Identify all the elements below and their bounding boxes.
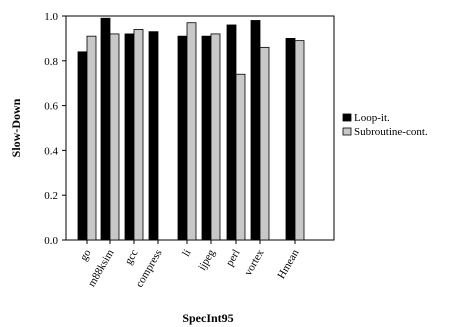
y-tick-label: 0.6	[44, 101, 58, 113]
bar-subroutine-cont-ijpeg	[210, 33, 221, 241]
legend-label-loop-it: Loop-it.	[354, 112, 390, 124]
bar-loop-it-compress	[148, 31, 159, 241]
bar-subroutine-cont-vortex	[259, 46, 270, 241]
plot-frame	[65, 15, 335, 241]
legend-swatch-loop-it	[342, 113, 352, 122]
bar-loop-it-m88ksim	[100, 17, 111, 241]
x-tick-label: vortex	[242, 247, 267, 278]
x-tick-label: li	[180, 248, 193, 259]
y-tick-label: 0.8	[44, 56, 58, 68]
legend-label-subroutine-cont: Subroutine-cont.	[354, 126, 428, 138]
x-axis-title: SpecInt95	[182, 311, 233, 325]
legend-swatch-subroutine-cont	[342, 127, 352, 136]
bar-subroutine-cont-go	[86, 35, 97, 241]
x-tick-label: gcc	[123, 247, 141, 266]
bar-loop-it-perl	[226, 24, 237, 241]
y-tick-label: 0.0	[44, 235, 58, 247]
bar-loop-it-hmean	[285, 38, 296, 241]
y-tick-label: 0.4	[44, 145, 58, 157]
y-tick-label: 1.0	[44, 11, 58, 23]
x-tick-label: perl	[224, 248, 243, 269]
y-tick-label: 0.2	[44, 190, 58, 202]
bar-subroutine-cont-gcc	[133, 29, 144, 241]
y-axis-title: Slow-Down	[9, 98, 23, 157]
bar-subroutine-cont-m88ksim	[109, 33, 120, 241]
bar-loop-it-vortex	[250, 20, 261, 241]
bar-loop-it-go	[77, 51, 88, 241]
bar-subroutine-cont-perl	[235, 73, 246, 241]
x-tick-label: go	[78, 247, 94, 263]
x-tick-label: ijpeg	[196, 247, 218, 272]
bar-loop-it-gcc	[124, 33, 135, 241]
legend: Loop-it. Subroutine-cont.	[342, 112, 428, 138]
bar-subroutine-cont-li	[186, 22, 197, 241]
bar-loop-it-ijpeg	[201, 35, 212, 241]
bar-loop-it-li	[177, 35, 188, 241]
bar-subroutine-cont-hmean	[294, 40, 305, 241]
x-tick-label: Hmean	[275, 247, 302, 281]
